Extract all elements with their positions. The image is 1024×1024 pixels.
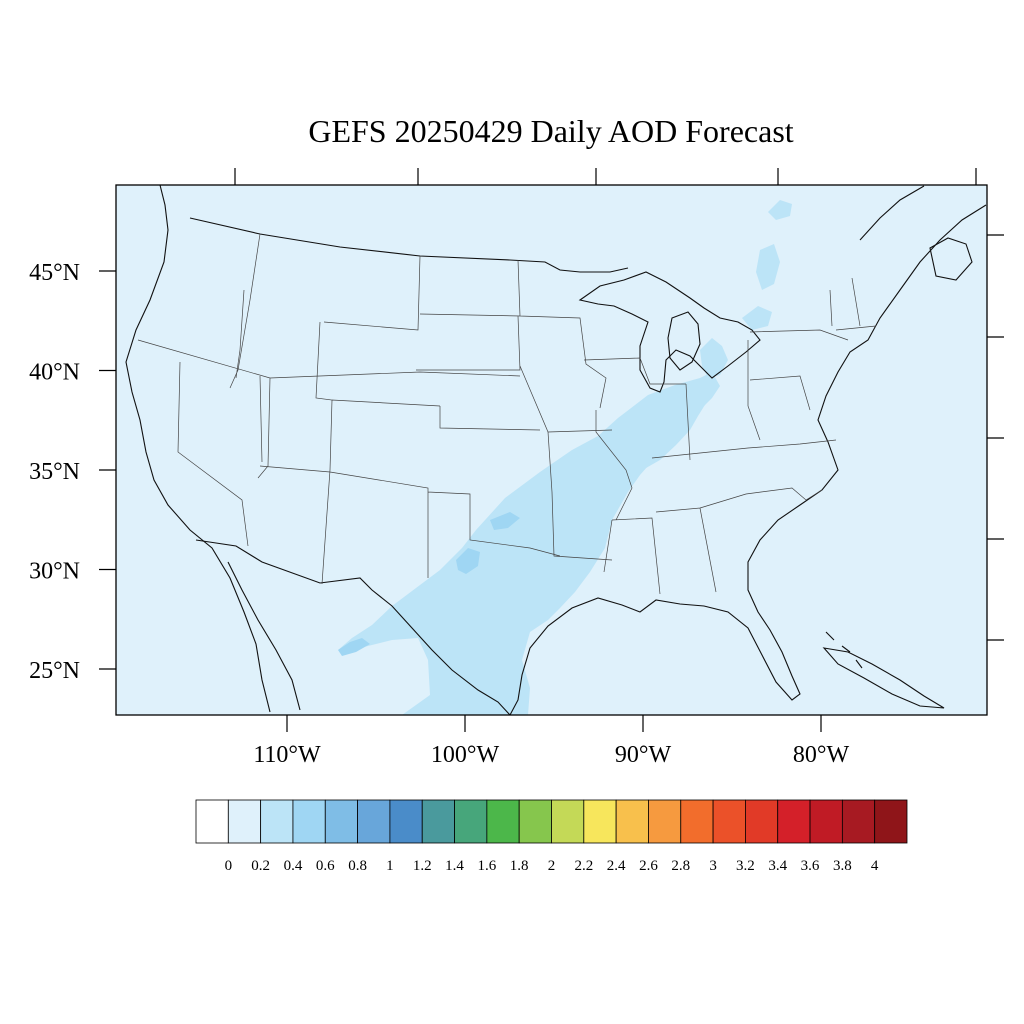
state-borders — [137, 233, 877, 595]
colorbar-label: 0.4 — [284, 858, 303, 874]
aod-region-northeast — [742, 306, 772, 330]
lat-tick-label: 25°N — [29, 658, 80, 684]
longitude-axis: 110°W 100°W 90°W 80°W — [253, 715, 849, 768]
lon-tick-label: 110°W — [253, 742, 321, 768]
map-frame — [115, 184, 988, 716]
colorbar-swatch — [809, 799, 843, 844]
colorbar-label: 1.2 — [413, 858, 432, 874]
bahamas — [825, 631, 863, 669]
canada-east-coast — [859, 185, 925, 241]
colorbar-label: 1.8 — [510, 858, 529, 874]
lat-tick-label: 30°N — [29, 559, 80, 585]
lon-tick-label: 90°W — [615, 742, 672, 768]
map-background — [116, 185, 987, 715]
colorbar-swatch — [745, 799, 779, 844]
newfoundland — [929, 237, 973, 281]
cuba — [822, 647, 945, 709]
right-ticks — [987, 234, 1004, 641]
colorbar-swatch — [874, 799, 908, 844]
colorbar-label: 1.4 — [445, 858, 464, 874]
lon-tick-label: 80°W — [793, 742, 850, 768]
colorbar-swatch — [777, 799, 811, 844]
colorbar-label: 4 — [871, 858, 879, 874]
colorbar-label: 0 — [225, 858, 233, 874]
colorbar-label: 0.8 — [348, 858, 367, 874]
east-coast — [509, 204, 987, 715]
colorbar-label: 3.6 — [801, 858, 820, 874]
colorbar-swatch — [324, 799, 358, 844]
aod-region-0-4-to-0-6-ok — [490, 512, 520, 530]
map-panel: 110°W 100°W 90°W 80°W 25°N 30°N 35°N 40°N 45°N — [29, 168, 1004, 768]
colorbar-swatch — [421, 799, 455, 844]
us-west-coast — [125, 185, 271, 713]
colorbar-label: 1 — [386, 858, 394, 874]
michigan-shore — [667, 311, 701, 371]
baja-coast — [227, 561, 301, 711]
colorbar-swatch — [389, 799, 423, 844]
lat-tick-label: 35°N — [29, 459, 80, 485]
colorbar-swatch — [841, 799, 876, 844]
colorbar-swatch — [583, 799, 617, 844]
colorbar-swatch — [227, 799, 262, 844]
colorbar-swatch — [357, 799, 391, 844]
aod-colorbar-labels: 0 0.2 0.4 0.6 0.8 1 1.2 1.4 1.6 1.8 2 2.2 2.4 2.6 2.8 3… — [225, 858, 879, 874]
us-canada-border — [189, 217, 629, 273]
colorbar-swatch — [195, 799, 229, 844]
lat-tick-label: 45°N — [29, 260, 80, 286]
colorbar-swatch — [260, 799, 294, 844]
colorbar-label: 1.6 — [477, 858, 496, 874]
colorbar-swatch — [292, 799, 326, 844]
colorbar-swatch — [615, 799, 649, 844]
great-lakes-shore — [578, 271, 761, 393]
colorbar-swatch — [518, 799, 552, 844]
colorbar-swatch — [454, 799, 488, 844]
colorbar-swatch — [680, 799, 714, 844]
aod-region-0-4-to-0-6-nm — [338, 638, 370, 656]
colorbar-label: 3.4 — [768, 858, 787, 874]
colorbar-label: 2.4 — [607, 858, 626, 874]
lat-tick-label: 40°N — [29, 360, 80, 386]
colorbar-swatch — [486, 799, 520, 844]
aod-region-canada — [768, 200, 792, 220]
aod-region-great-lakes — [700, 338, 728, 378]
colorbar-label: 0.2 — [251, 858, 270, 874]
colorbar-swatch — [712, 799, 746, 844]
figure-title: GEFS 20250429 Daily AOD Forecast — [308, 113, 793, 149]
colorbar-label: 2.8 — [671, 858, 690, 874]
top-ticks — [234, 168, 977, 185]
colorbar-label: 2.6 — [639, 858, 658, 874]
latitude-axis: 25°N 30°N 35°N 40°N 45°N — [29, 260, 116, 684]
aod-region-minnesota — [756, 244, 780, 290]
colorbar-swatch — [648, 799, 682, 844]
colorbar-label: 0.6 — [316, 858, 335, 874]
aod-region-0-2-to-0-4 — [338, 372, 720, 715]
colorbar-swatch — [551, 799, 585, 844]
colorbar-label: 2.2 — [574, 858, 593, 874]
aod-region-0-4-to-0-6 — [456, 548, 480, 574]
colorbar-label: 2 — [548, 858, 556, 874]
aod-region-ohio-valley — [636, 380, 716, 468]
colorbar-label: 3.2 — [736, 858, 755, 874]
lon-tick-label: 100°W — [431, 742, 500, 768]
mexico-border — [195, 539, 511, 715]
colorbar-label: 3 — [709, 858, 717, 874]
aod-colorbar — [195, 799, 908, 844]
colorbar-label: 3.8 — [833, 858, 852, 874]
